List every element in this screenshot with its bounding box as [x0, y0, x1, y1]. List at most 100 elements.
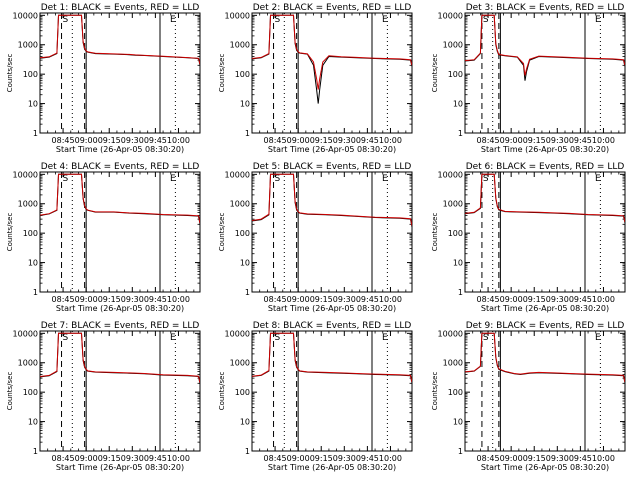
plot-frame: [251, 171, 413, 293]
y-tick-label: 1: [458, 447, 463, 456]
x-tick-label: 09:30: [333, 136, 356, 145]
lld-series-line: [465, 332, 625, 383]
plot-frame: [39, 171, 201, 293]
x-tick-label: 10:00: [379, 295, 402, 304]
y-tick-label: 1000: [230, 200, 250, 209]
lld-series-line: [465, 14, 625, 76]
plot-frame: [464, 12, 626, 134]
y-tick-label: 1: [33, 447, 38, 456]
x-tick-label: 10:00: [379, 136, 402, 145]
y-tick-label: 10000: [438, 329, 463, 338]
y-axis-label: Counts/sec: [431, 213, 439, 252]
marker-letter-e: E: [595, 15, 601, 25]
y-tick-label: 10000: [13, 170, 38, 179]
x-tick-label: 10:00: [592, 295, 615, 304]
x-tick-label: 09:45: [356, 136, 379, 145]
lld-series-line: [40, 14, 200, 65]
marker-letter-s: S: [483, 15, 489, 25]
x-tick-label: 09:45: [569, 295, 592, 304]
marker-letter-s: S: [275, 15, 281, 25]
marker-letter-e: E: [595, 174, 601, 184]
x-tick-label: 10:00: [592, 136, 615, 145]
y-tick-label: 1000: [443, 359, 463, 368]
x-axis-label: Start Time (26-Apr-05 08:30:20): [268, 304, 396, 313]
x-tick-label: 09:15: [523, 454, 546, 463]
x-axis-label: Start Time (26-Apr-05 08:30:20): [481, 304, 609, 313]
x-tick-label: 08:45: [52, 454, 75, 463]
x-tick-label: 09:00: [75, 454, 98, 463]
x-tick-label: 08:45: [52, 295, 75, 304]
x-tick-label: 09:30: [546, 454, 569, 463]
marker-letter-e: E: [170, 174, 176, 184]
x-tick-label: 10:00: [167, 295, 190, 304]
x-tick-label: 09:45: [144, 454, 167, 463]
x-tick-label: 10:00: [592, 454, 615, 463]
panel-title: Det 2: BLACK = Events, RED = LLD: [253, 3, 412, 13]
x-tick-label: 09:00: [75, 136, 98, 145]
marker-letter-s: S: [63, 174, 69, 184]
x-tick-label: 08:45: [264, 136, 287, 145]
x-tick-label: 09:00: [75, 295, 98, 304]
x-tick-label: 09:45: [569, 136, 592, 145]
y-tick-label: 1000: [18, 41, 38, 50]
y-tick-label: 1000: [443, 200, 463, 209]
y-tick-label: 100: [448, 388, 463, 397]
detector-panel-9: Det 9: BLACK = Events, RED = LLD 1 10 100 10…: [431, 321, 626, 472]
panel-title: Det 4: BLACK = Events, RED = LLD: [41, 162, 200, 172]
y-tick-label: 100: [23, 229, 38, 238]
lld-series-line: [252, 14, 412, 90]
y-tick-label: 10000: [225, 11, 250, 20]
y-tick-label: 1000: [230, 359, 250, 368]
x-tick-label: 09:00: [287, 136, 310, 145]
marker-letter-e: E: [170, 333, 176, 343]
plot-frame: [39, 12, 201, 134]
y-tick-label: 10000: [13, 11, 38, 20]
panel-title: Det 7: BLACK = Events, RED = LLD: [41, 321, 200, 331]
panel-title: Det 5: BLACK = Events, RED = LLD: [253, 162, 412, 172]
y-tick-label: 1000: [18, 200, 38, 209]
y-tick-label: 1: [245, 288, 250, 297]
x-tick-label: 09:45: [356, 454, 379, 463]
y-axis-label: Counts/sec: [431, 54, 439, 93]
y-tick-label: 10000: [438, 11, 463, 20]
lld-series-line: [252, 332, 412, 383]
x-tick-label: 09:15: [98, 295, 121, 304]
events-series-line: [465, 14, 625, 81]
marker-letter-s: S: [275, 174, 281, 184]
detector-panel-1: Det 1: BLACK = Events, RED = LLD 1 10 100 10…: [6, 3, 201, 154]
y-axis-label: Counts/sec: [218, 54, 226, 93]
y-tick-label: 100: [235, 70, 250, 79]
y-tick-label: 10000: [225, 170, 250, 179]
y-tick-label: 1: [245, 129, 250, 138]
lld-series-line: [40, 332, 200, 383]
x-tick-label: 09:15: [523, 136, 546, 145]
marker-letter-e: E: [382, 333, 388, 343]
x-tick-label: 08:45: [52, 136, 75, 145]
x-axis-label: Start Time (26-Apr-05 08:30:20): [481, 463, 609, 472]
detector-panel-6: Det 6: BLACK = Events, RED = LLD 1 10 100 10…: [431, 162, 626, 313]
y-tick-label: 10: [453, 418, 463, 427]
detector-panel-2: Det 2: BLACK = Events, RED = LLD 1 10 100 10…: [218, 3, 413, 154]
y-tick-label: 10: [28, 259, 38, 268]
panel-title: Det 9: BLACK = Events, RED = LLD: [466, 321, 625, 331]
x-axis-label: Start Time (26-Apr-05 08:30:20): [56, 463, 184, 472]
marker-letter-s: S: [63, 15, 69, 25]
y-tick-label: 1: [33, 288, 38, 297]
x-tick-label: 09:45: [356, 295, 379, 304]
y-tick-label: 10: [453, 259, 463, 268]
panel-title: Det 1: BLACK = Events, RED = LLD: [41, 3, 200, 13]
x-axis-label: Start Time (26-Apr-05 08:30:20): [56, 304, 184, 313]
detector-panel-3: Det 3: BLACK = Events, RED = LLD 1 10 100 10…: [431, 3, 626, 154]
y-tick-label: 1000: [443, 41, 463, 50]
x-tick-label: 09:30: [333, 295, 356, 304]
y-axis-label: Counts/sec: [6, 213, 14, 252]
lld-series-line: [40, 173, 200, 224]
x-tick-label: 08:45: [477, 136, 500, 145]
plot-frame: [251, 330, 413, 452]
y-tick-label: 100: [448, 70, 463, 79]
y-tick-label: 100: [235, 229, 250, 238]
y-tick-label: 1: [458, 288, 463, 297]
detector-panel-5: Det 5: BLACK = Events, RED = LLD 1 10 100 10…: [218, 162, 413, 313]
detector-panel-8: Det 8: BLACK = Events, RED = LLD 1 10 100 10…: [218, 321, 413, 472]
